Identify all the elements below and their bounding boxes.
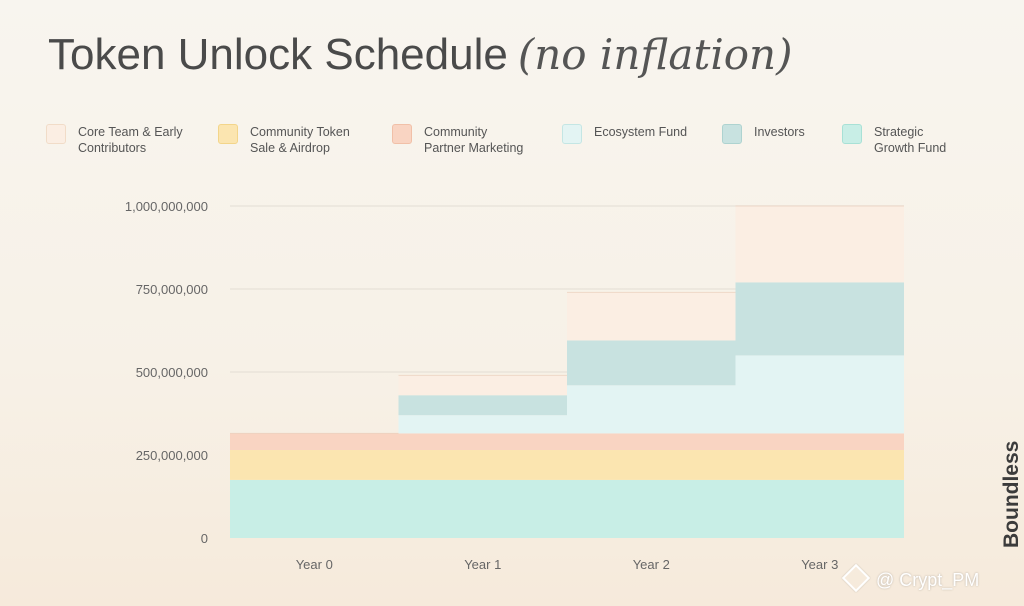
legend-swatch xyxy=(842,124,862,144)
area-segment xyxy=(398,479,567,538)
diamond-icon xyxy=(841,563,871,593)
area-segment xyxy=(567,385,736,434)
legend-item: Investors xyxy=(722,124,894,144)
y-tick-label: 1,000,000,000 xyxy=(125,199,208,214)
area-segment xyxy=(398,395,567,416)
y-tick-label: 0 xyxy=(201,531,208,546)
title-main: Token Unlock Schedule xyxy=(48,30,508,79)
area-segment xyxy=(567,433,736,451)
legend: Core Team & Early Contributors Community … xyxy=(46,124,986,164)
area-segment xyxy=(735,206,904,283)
area-segment xyxy=(735,479,904,538)
legend-swatch xyxy=(218,124,238,144)
watermark-text: @ Crypt_PM xyxy=(876,570,980,590)
legend-label: Investors xyxy=(754,125,805,139)
legend-label: Strategic Growth Fund xyxy=(874,125,947,155)
area-segment xyxy=(567,450,736,480)
legend-swatch xyxy=(392,124,412,144)
area-segment xyxy=(398,415,567,434)
area-segment xyxy=(735,282,904,356)
area-segment xyxy=(735,355,904,434)
area-segment xyxy=(230,450,399,480)
legend-item: Ecosystem Fund xyxy=(562,124,734,144)
area-segment xyxy=(735,450,904,480)
area-segment xyxy=(567,479,736,538)
brand-text: Boundless xyxy=(1000,440,1023,548)
area-segment xyxy=(567,292,736,341)
y-tick-label: 750,000,000 xyxy=(136,282,208,297)
title-subtitle: (no inflation) xyxy=(517,30,793,79)
area-segment xyxy=(567,340,736,386)
legend-label: Community Partner Marketing xyxy=(424,125,524,155)
area-segment xyxy=(735,433,904,451)
legend-label: Community Token Sale & Airdrop xyxy=(250,125,350,155)
y-tick-label: 250,000,000 xyxy=(136,448,208,463)
x-tick-label: Year 0 xyxy=(296,557,333,572)
legend-label: Core Team & Early Contributors xyxy=(78,125,183,155)
area-segment xyxy=(230,433,399,451)
legend-item: Community Partner Marketing xyxy=(392,124,564,156)
legend-item: Strategic Growth Fund xyxy=(842,124,1014,156)
area-segment xyxy=(398,450,567,480)
legend-item: Community Token Sale & Airdrop xyxy=(218,124,390,156)
legend-swatch xyxy=(46,124,66,144)
y-tick-label: 500,000,000 xyxy=(136,365,208,380)
area-segment xyxy=(398,433,567,451)
legend-swatch xyxy=(722,124,742,144)
legend-item: Core Team & Early Contributors xyxy=(46,124,218,156)
watermark: @ Crypt_PM xyxy=(841,563,980,593)
brand-logo: Boundless xyxy=(968,420,1023,550)
area-segment xyxy=(230,479,399,538)
legend-label: Ecosystem Fund xyxy=(594,125,688,139)
area-segment xyxy=(398,375,567,396)
legend-swatch xyxy=(562,124,582,144)
x-tick-label: Year 1 xyxy=(464,557,501,572)
x-tick-label: Year 3 xyxy=(801,557,838,572)
chart-title: Token Unlock Schedule (no inflation) xyxy=(48,30,792,80)
x-tick-label: Year 2 xyxy=(633,557,670,572)
